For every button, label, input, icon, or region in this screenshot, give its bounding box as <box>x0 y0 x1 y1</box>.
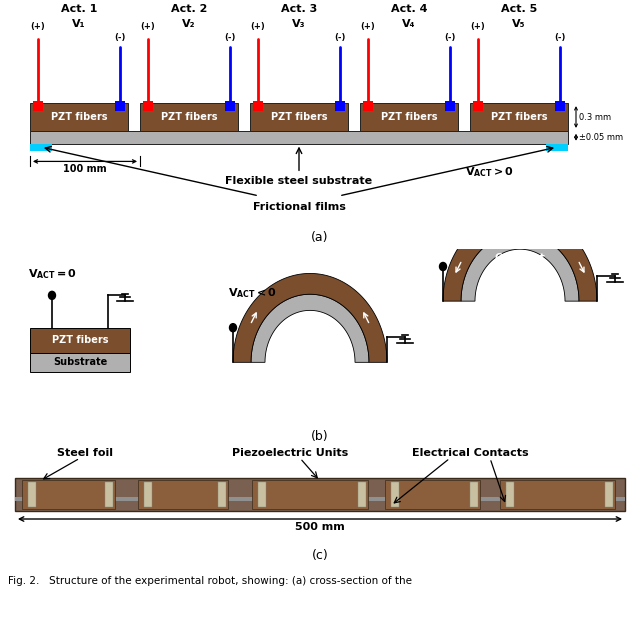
Text: (-): (-) <box>444 33 456 42</box>
Bar <box>470 103 568 131</box>
Circle shape <box>49 292 56 300</box>
Text: (-): (-) <box>554 33 566 42</box>
Bar <box>28 482 36 507</box>
Text: Fig. 2.   Structure of the experimental robot, showing: (a) cross-section of the: Fig. 2. Structure of the experimental ro… <box>8 576 412 586</box>
Text: PZT fibers: PZT fibers <box>491 112 547 122</box>
Text: 500 mm: 500 mm <box>295 521 345 531</box>
Bar <box>473 102 483 111</box>
Bar <box>33 102 43 111</box>
Bar <box>605 482 613 507</box>
Bar <box>252 480 368 509</box>
Bar <box>385 480 480 509</box>
Text: (-): (-) <box>334 33 346 42</box>
Text: (-): (-) <box>224 33 236 42</box>
Text: ±0.05 mm: ±0.05 mm <box>579 133 623 142</box>
Text: (+): (+) <box>251 22 266 31</box>
Text: Flexible steel substrate: Flexible steel substrate <box>225 176 372 186</box>
Text: Expand: Expand <box>288 351 332 361</box>
Polygon shape <box>233 273 387 363</box>
Text: V₄: V₄ <box>403 19 416 29</box>
Bar <box>30 103 128 131</box>
Bar <box>445 102 455 111</box>
Text: Steel foil: Steel foil <box>57 448 113 458</box>
Polygon shape <box>443 212 597 301</box>
Bar <box>140 103 238 131</box>
Text: Electrical Contacts: Electrical Contacts <box>412 448 528 458</box>
Bar <box>30 131 568 144</box>
Text: V₃: V₃ <box>292 19 306 29</box>
Bar <box>30 144 52 151</box>
Text: V₁: V₁ <box>72 19 86 29</box>
Text: $\mathbf{V_{ACT}}$$\mathbf{ = 0}$: $\mathbf{V_{ACT}}$$\mathbf{ = 0}$ <box>28 268 77 282</box>
Text: V₂: V₂ <box>182 19 196 29</box>
Bar <box>391 482 399 507</box>
Bar <box>250 103 348 131</box>
Text: Substrate: Substrate <box>53 358 107 368</box>
Text: PZT fibers: PZT fibers <box>51 112 108 122</box>
Bar <box>358 482 366 507</box>
Polygon shape <box>461 233 579 301</box>
Bar <box>258 482 266 507</box>
Text: 0.3 mm: 0.3 mm <box>579 113 611 121</box>
Bar <box>360 103 458 131</box>
Bar <box>115 102 125 111</box>
Text: PZT fibers: PZT fibers <box>271 112 327 122</box>
Bar <box>144 482 152 507</box>
Text: PZT fibers: PZT fibers <box>161 112 217 122</box>
Text: (c): (c) <box>312 549 328 562</box>
Bar <box>253 102 263 111</box>
Text: (-): (-) <box>115 33 125 42</box>
Text: Act. 5: Act. 5 <box>501 4 537 14</box>
Text: (b): (b) <box>311 430 329 443</box>
Bar <box>506 482 514 507</box>
Bar <box>15 478 625 511</box>
Text: $\mathbf{V_{ACT}}$$\mathbf{ > 0}$: $\mathbf{V_{ACT}}$$\mathbf{ > 0}$ <box>465 165 514 179</box>
Text: (+): (+) <box>31 22 45 31</box>
Bar <box>546 144 568 151</box>
Text: Piezoelectric Units: Piezoelectric Units <box>232 448 348 458</box>
Text: (+): (+) <box>470 22 485 31</box>
Text: 100 mm: 100 mm <box>63 164 107 174</box>
Bar <box>470 482 478 507</box>
Circle shape <box>230 324 237 331</box>
Bar <box>555 102 565 111</box>
Text: V₅: V₅ <box>512 19 525 29</box>
Text: Act. 2: Act. 2 <box>171 4 207 14</box>
Text: PZT fibers: PZT fibers <box>52 335 108 345</box>
Bar <box>335 102 345 111</box>
Text: (+): (+) <box>141 22 156 31</box>
Text: Act. 3: Act. 3 <box>281 4 317 14</box>
Bar <box>22 480 115 509</box>
Text: $\mathbf{V_{ACT}}$$\mathbf{ < 0}$: $\mathbf{V_{ACT}}$$\mathbf{ < 0}$ <box>228 286 277 300</box>
Text: Act. 4: Act. 4 <box>391 4 428 14</box>
Text: Act. 1: Act. 1 <box>61 4 97 14</box>
Text: Contract: Contract <box>495 253 545 263</box>
Circle shape <box>440 262 447 270</box>
Bar <box>15 497 625 501</box>
Text: PZT fibers: PZT fibers <box>381 112 437 122</box>
Bar <box>500 480 615 509</box>
Bar <box>225 102 235 111</box>
Bar <box>30 353 130 371</box>
Text: (+): (+) <box>360 22 376 31</box>
Text: (a): (a) <box>311 231 329 244</box>
Polygon shape <box>251 294 369 363</box>
Bar <box>363 102 373 111</box>
Bar <box>143 102 153 111</box>
Text: Frictional films: Frictional films <box>253 202 346 212</box>
Bar <box>30 328 130 353</box>
Bar <box>138 480 228 509</box>
Bar <box>105 482 113 507</box>
Bar <box>218 482 226 507</box>
